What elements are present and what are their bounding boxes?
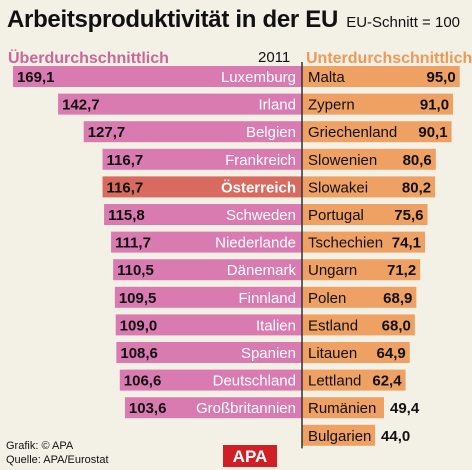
value-label-schweden: 115,8 (108, 207, 145, 224)
bar-niederlande (111, 231, 303, 253)
bar-belgien (83, 121, 302, 143)
value-label-italien: 109,0 (120, 317, 158, 334)
logo-text: APA (233, 447, 268, 466)
apa-logo: APA (223, 445, 277, 467)
bar-zypern (302, 93, 454, 115)
country-label-estland: Estland (308, 317, 358, 334)
above-average-heading: Überdurchschnittlich (8, 50, 169, 67)
value-label-tschechien: 74,1 (392, 235, 421, 252)
country-label-finnland: Finnland (238, 290, 296, 307)
country-label-rumaenien: Rumänien (308, 400, 376, 417)
value-label-ungarn: 71,2 (387, 262, 416, 279)
chart-title: Arbeitsproduktivität in der EU (7, 6, 339, 33)
bar-portugal (302, 204, 428, 225)
country-label-slowenien: Slowenien (308, 152, 377, 169)
bar-polen (302, 286, 417, 308)
below-average-heading: Unterdurchschnittlich (306, 50, 472, 67)
value-label-niederlande: 111,7 (115, 235, 151, 252)
bar-litauen (302, 342, 410, 363)
country-label-bulgarien: Bulgarien (308, 428, 371, 445)
country-label-schweden: Schweden (226, 207, 296, 224)
value-label-griechenland: 90,1 (418, 124, 447, 141)
bar-daenemark (113, 259, 302, 281)
value-label-finnland: 109,5 (119, 290, 157, 307)
country-label-oesterreich: Österreich (221, 179, 296, 196)
country-label-deutschland: Deutschland (213, 373, 296, 390)
bar-italien (115, 314, 303, 336)
value-label-frankreich: 116,7 (107, 152, 144, 169)
bar-slowakei (302, 176, 436, 198)
country-label-tschechien: Tschechien (308, 235, 383, 252)
value-label-daenemark: 110,5 (117, 262, 154, 279)
country-label-litauen: Litauen (308, 345, 357, 362)
country-label-irland: Irland (258, 97, 296, 114)
bar-spanien (116, 342, 302, 363)
bar-oesterreich (102, 176, 303, 198)
value-label-grossbritannien: 103,6 (129, 400, 167, 417)
bar-lettland (302, 369, 406, 391)
bar-griechenland (302, 121, 452, 143)
bar-finnland (114, 286, 303, 308)
country-label-spanien: Spanien (241, 345, 296, 362)
bar-bulgarien (302, 424, 376, 446)
value-label-deutschland: 106,6 (124, 373, 162, 390)
value-label-oesterreich: 116,7 (107, 179, 144, 196)
country-label-zypern: Zypern (308, 97, 355, 114)
value-label-slowenien: 80,6 (403, 152, 432, 169)
value-label-belgien: 127,7 (88, 124, 126, 141)
country-label-ungarn: Ungarn (308, 262, 357, 279)
country-label-frankreich: Frankreich (225, 152, 296, 169)
value-label-zypern: 91,0 (420, 97, 449, 114)
country-label-luxemburg: Luxemburg (221, 69, 296, 86)
country-label-polen: Polen (308, 290, 346, 307)
country-label-portugal: Portugal (308, 207, 364, 224)
year-label: 2011 (258, 49, 291, 66)
country-label-daenemark: Dänemark (227, 262, 297, 279)
bar-slowenien (302, 148, 436, 170)
country-label-malta: Malta (308, 69, 345, 86)
bar-irland (58, 93, 303, 115)
bar-ungarn (302, 259, 421, 281)
value-label-lettland: 62,4 (372, 373, 402, 390)
bar-malta (302, 66, 460, 87)
country-label-lettland: Lettland (308, 373, 361, 390)
country-label-italien: Italien (256, 317, 296, 334)
value-label-bulgarien: 44,0 (381, 428, 410, 445)
bar-deutschland (119, 369, 303, 391)
value-label-polen: 68,9 (383, 290, 412, 307)
bar-rumaenien (302, 397, 385, 419)
value-label-luxemburg: 169,1 (17, 69, 55, 86)
bar-frankreich (102, 148, 303, 170)
bar-luxemburg (12, 66, 303, 87)
value-label-spanien: 108,6 (120, 345, 158, 362)
graphic-credit: Grafik: © APA (6, 440, 74, 452)
bar-schweden (104, 204, 302, 225)
country-label-belgien: Belgien (246, 124, 296, 141)
country-label-niederlande: Niederlande (215, 235, 296, 252)
bar-grossbritannien (124, 397, 302, 419)
value-label-rumaenien: 49,4 (390, 400, 420, 417)
value-label-irland: 142,7 (62, 97, 100, 114)
value-label-estland: 68,0 (382, 317, 411, 334)
value-label-litauen: 64,9 (377, 345, 406, 362)
bar-estland (302, 314, 415, 336)
reference-note: EU-Schnitt = 100 (346, 14, 460, 31)
country-label-grossbritannien: Großbritannien (196, 400, 296, 417)
country-label-griechenland: Griechenland (308, 124, 397, 141)
bar-tschechien (302, 231, 426, 253)
source-credit: Quelle: APA/Eurostat (6, 454, 109, 466)
value-label-portugal: 75,6 (394, 207, 423, 224)
value-label-slowakei: 80,2 (402, 179, 431, 196)
country-label-slowakei: Slowakei (308, 179, 368, 196)
value-label-malta: 95,0 (426, 69, 455, 86)
